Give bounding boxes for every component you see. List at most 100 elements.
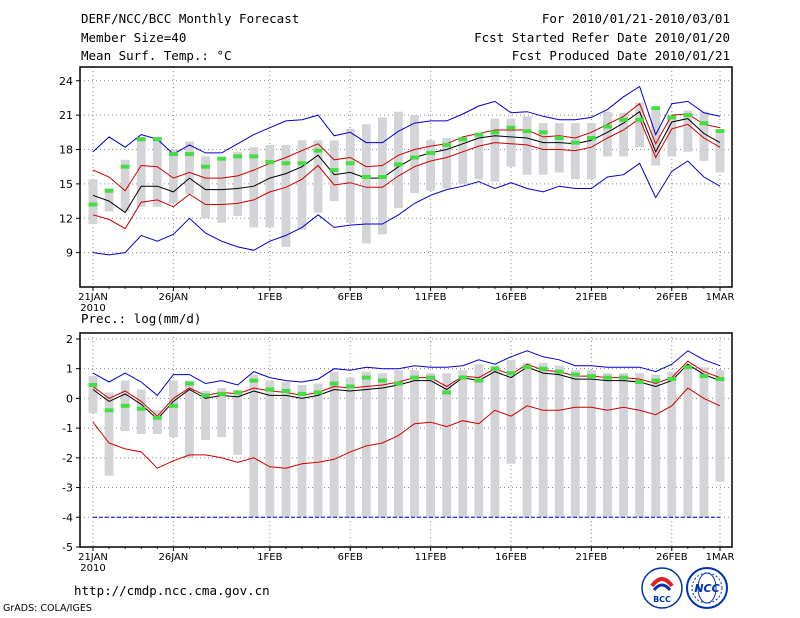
temp-member-marker	[458, 137, 468, 142]
prec-ytick-label: -2	[62, 452, 73, 465]
temp-member-marker	[570, 140, 580, 145]
temp-member-marker	[699, 121, 709, 126]
temp-spread-box	[104, 188, 114, 212]
prec-xtick-label: 26JAN	[158, 552, 188, 563]
prec-member-marker	[490, 366, 500, 371]
prec-spread-box	[570, 370, 580, 518]
temp-spread-box	[570, 123, 580, 180]
temp-spread-box	[152, 136, 162, 207]
temp-spread-box	[361, 124, 371, 244]
temp-spread-box	[281, 144, 291, 247]
temp-member-marker	[538, 130, 548, 135]
temp-spread-box	[458, 140, 468, 184]
prec-member-marker	[233, 390, 243, 395]
temp-spread-box	[297, 140, 307, 230]
temp-spread-box	[249, 147, 259, 228]
temp-spread-box	[233, 151, 243, 216]
prec-spread-box	[667, 371, 677, 518]
prec-member-marker	[249, 378, 259, 383]
temp-spread-box	[426, 140, 436, 191]
prec-ytick-label: -5	[62, 541, 73, 554]
temp-series-upper	[92, 102, 721, 192]
prec-ytick-label: 1	[66, 363, 73, 376]
bcc-logo-icon: BCC	[641, 567, 683, 609]
prec-spread-box	[265, 380, 275, 518]
temp-member-marker	[651, 106, 661, 111]
prec-member-marker	[297, 391, 307, 396]
prec-plot-frame	[79, 332, 733, 548]
temp-series-lower	[92, 117, 721, 230]
temp-ytick-label: 15	[59, 178, 73, 191]
temp-member-marker	[394, 162, 403, 167]
temp-member-marker	[377, 175, 387, 179]
prec-xtick-label: 1MAR	[706, 552, 735, 563]
temp-xtick-label: 21JAN	[78, 292, 108, 303]
prec-member-marker	[120, 403, 130, 408]
temp-xtick-label: 21FEB	[576, 292, 608, 303]
prec-series-upper	[92, 360, 721, 417]
prec-member-marker	[619, 375, 628, 380]
prec-spread-box	[458, 370, 468, 518]
temp-member-marker	[313, 148, 323, 153]
temp-series-min	[92, 160, 721, 256]
temp-spread-box	[490, 118, 500, 182]
prec-member-marker	[635, 380, 645, 385]
temp-spread-box	[506, 118, 516, 167]
prec-member-marker	[377, 378, 387, 383]
prec-member-marker	[313, 390, 323, 395]
prec-ytick-label: -1	[62, 422, 73, 435]
temp-member-marker	[426, 150, 436, 155]
prec-series-lower	[92, 387, 721, 469]
prec-xtick-label: 11FEB	[415, 552, 447, 563]
temp-member-marker	[233, 154, 243, 159]
temp-spread-box	[442, 138, 452, 189]
prec-spread-box	[377, 373, 387, 518]
prec-spread-box	[410, 370, 419, 518]
temp-spread-box	[651, 110, 661, 166]
temp-member-marker	[345, 161, 355, 166]
prec-spread-box	[506, 359, 516, 464]
prec-spread-box	[394, 370, 403, 518]
prec-spread-box	[361, 371, 371, 518]
prec-member-marker	[667, 377, 677, 382]
temp-member-marker	[361, 175, 371, 179]
prec-xtick-sublabel: 2010	[80, 563, 105, 574]
temp-spread-box	[683, 110, 693, 152]
prec-spread-box	[281, 382, 291, 518]
prec-member-marker	[329, 381, 339, 386]
temp-ytick-label: 21	[59, 109, 73, 122]
temp-spread-box	[635, 102, 645, 148]
prec-xtick-label: 21FEB	[576, 552, 608, 563]
precip-chart-title: Prec.: log(mm/d)	[81, 311, 202, 326]
prec-ytick-label: 2	[66, 333, 73, 346]
temp-member-marker	[281, 161, 291, 166]
temp-spread-box	[554, 123, 564, 173]
source-url[interactable]: http://cmdp.ncc.cma.gov.cn	[74, 583, 270, 598]
temp-member-marker	[474, 132, 484, 137]
forecast-produced-date: Fcst Produced Date 2010/01/21	[511, 48, 730, 63]
temp-xtick-label: 26JAN	[158, 292, 188, 303]
prec-member-marker	[201, 393, 210, 398]
grads-credit: GrADS: COLA/IGES	[3, 603, 92, 614]
prec-spread-box	[345, 377, 355, 518]
temp-member-marker	[619, 117, 628, 122]
temp-series-mean	[92, 110, 721, 214]
prec-spread-box	[104, 392, 114, 476]
temp-spread-box	[265, 144, 275, 228]
prec-spread-box	[136, 389, 146, 435]
prec-member-marker	[410, 375, 419, 380]
prec-spread-box	[603, 373, 612, 518]
temp-member-marker	[490, 130, 500, 135]
prec-spread-box	[442, 373, 452, 518]
prec-spread-box	[201, 390, 210, 440]
prec-member-marker	[185, 381, 194, 386]
temp-xtick-label: 6FEB	[338, 292, 363, 303]
temp-spread-box	[88, 179, 98, 224]
temp-member-marker	[120, 164, 130, 169]
prec-xtick-label: 6FEB	[338, 552, 363, 563]
prec-member-marker	[88, 383, 98, 388]
prec-member-marker	[442, 390, 452, 395]
member-size-label: Member Size=40	[81, 30, 187, 45]
temp-member-marker	[88, 202, 98, 207]
temp-spread-box	[313, 140, 323, 213]
